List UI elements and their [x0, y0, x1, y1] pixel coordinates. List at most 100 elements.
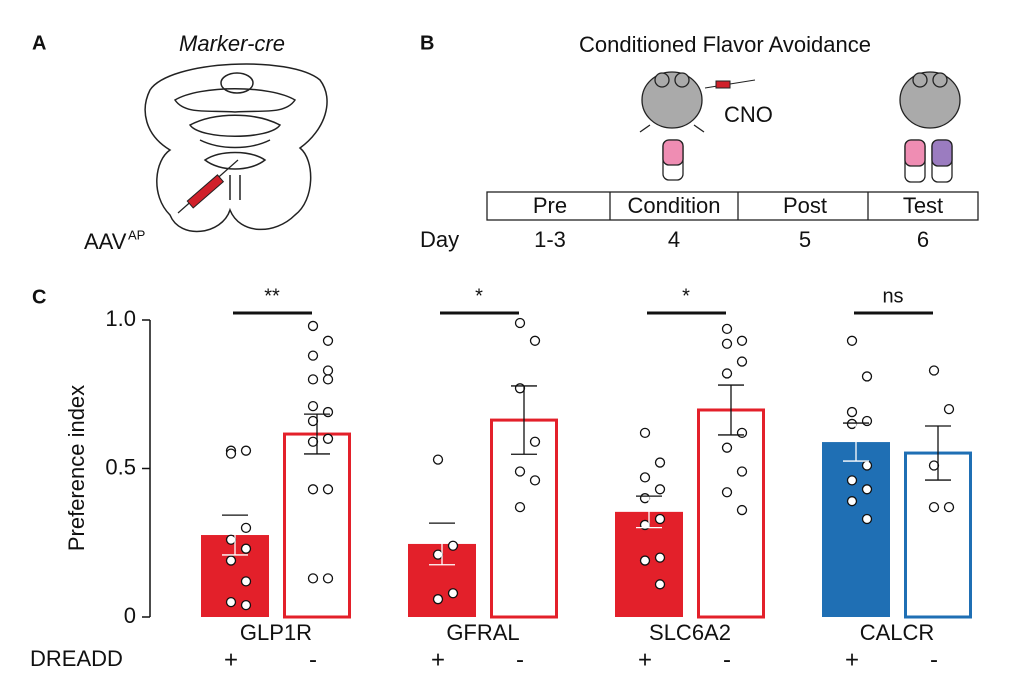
- legend-entry: -: [516, 646, 524, 673]
- x-tick-label: GLP1R: [240, 620, 312, 645]
- data-point: [529, 475, 541, 486]
- legend-entry: -: [930, 646, 938, 673]
- legend-entry: -: [723, 646, 731, 673]
- data-point: [861, 460, 873, 471]
- significance-label: **: [264, 285, 280, 307]
- data-point: [240, 599, 252, 611]
- data-point: [736, 427, 748, 439]
- data-point: [307, 320, 319, 332]
- data-point: [721, 338, 733, 349]
- panel-title: Marker-cre: [179, 31, 285, 56]
- data-point: [307, 350, 319, 361]
- data-point: [721, 323, 733, 335]
- data-point: [432, 594, 444, 605]
- bar: [697, 408, 765, 619]
- data-point: [846, 475, 858, 486]
- data-point: [721, 442, 733, 453]
- data-point: [307, 400, 319, 412]
- data-point: [736, 466, 748, 477]
- data-point: [861, 371, 873, 382]
- legend-title: DREADD: [30, 646, 123, 671]
- data-point: [928, 460, 940, 471]
- data-point: [654, 579, 666, 590]
- day-value: 5: [799, 227, 811, 252]
- y-tick-label: 1.0: [105, 306, 136, 331]
- timeline: [486, 191, 979, 221]
- data-point: [529, 436, 541, 447]
- data-point: [928, 501, 940, 513]
- significance-label: *: [682, 285, 690, 307]
- y-tick-label: 0.5: [105, 454, 136, 479]
- legend-entry: +: [638, 646, 652, 673]
- bar: [615, 511, 683, 617]
- data-point: [514, 466, 526, 477]
- mouse: [639, 71, 705, 181]
- data-point: [846, 418, 858, 430]
- bar: [822, 442, 890, 617]
- data-point: [307, 484, 319, 495]
- bar: [283, 432, 351, 619]
- data-point: [654, 552, 666, 563]
- virus-label: AAV: [84, 229, 127, 254]
- data-point: [529, 335, 541, 346]
- data-point: [846, 406, 858, 418]
- significance-label: *: [475, 285, 483, 307]
- stage-label: Condition: [628, 193, 721, 218]
- significance-label: ns: [882, 285, 903, 307]
- virus-superscript: AP: [128, 227, 145, 242]
- stage-label: Test: [903, 193, 943, 218]
- data-point: [240, 522, 252, 534]
- data-point: [721, 487, 733, 498]
- data-point: [447, 540, 459, 551]
- brain-section: [144, 63, 328, 232]
- data-point: [639, 472, 651, 483]
- data-point: [447, 588, 459, 599]
- data-point: [736, 504, 748, 516]
- data-point: [639, 493, 651, 504]
- panel-label: A: [32, 32, 46, 54]
- data-point: [240, 445, 252, 456]
- legend-entry: +: [224, 646, 238, 673]
- data-point: [514, 317, 526, 329]
- data-point: [846, 496, 858, 507]
- drug-label: CNO: [724, 102, 773, 127]
- data-point: [307, 436, 319, 447]
- data-point: [225, 534, 237, 545]
- x-tick-label: GFRAL: [446, 620, 519, 645]
- data-point: [861, 484, 873, 495]
- x-tick-label: SLC6A2: [649, 620, 731, 645]
- data-point: [736, 335, 748, 346]
- data-point: [861, 415, 873, 427]
- legend-entry: -: [309, 646, 317, 673]
- mouse: [899, 71, 961, 183]
- data-point: [654, 457, 666, 468]
- day-value: 6: [917, 227, 929, 252]
- syringe: [177, 159, 239, 214]
- data-point: [432, 549, 444, 560]
- syringe: [704, 79, 756, 89]
- data-point: [307, 415, 319, 427]
- day-label: Day: [420, 227, 459, 252]
- data-point: [846, 335, 858, 346]
- data-point: [654, 484, 666, 495]
- data-point: [639, 555, 651, 566]
- y-tick-label: 0: [124, 603, 136, 628]
- y-axis-label: Preference index: [64, 385, 89, 551]
- data-point: [721, 368, 733, 379]
- day-value: 4: [668, 227, 680, 252]
- data-point: [432, 454, 444, 465]
- data-point: [307, 573, 319, 584]
- data-point: [514, 383, 526, 394]
- data-point: [322, 374, 334, 385]
- stage-label: Pre: [533, 193, 567, 218]
- data-point: [943, 501, 955, 513]
- stage-label: Post: [783, 193, 827, 218]
- data-point: [225, 555, 237, 566]
- panel-title: Conditioned Flavor Avoidance: [579, 32, 871, 57]
- data-point: [322, 406, 334, 418]
- data-point: [736, 356, 748, 367]
- data-point: [322, 335, 334, 346]
- legend-entry: +: [431, 646, 445, 673]
- data-point: [514, 501, 526, 513]
